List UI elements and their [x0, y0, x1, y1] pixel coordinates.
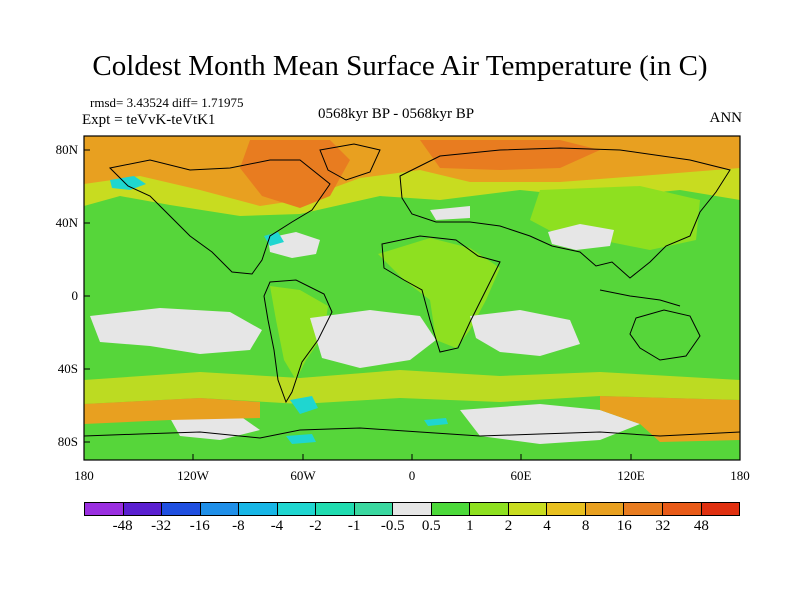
colorbar-swatch — [547, 503, 586, 515]
xtick-label: 120E — [617, 468, 645, 483]
southatlantic-neutral-region — [310, 310, 436, 368]
colorbar-swatch — [508, 503, 548, 515]
colorbar-label: -16 — [189, 518, 210, 534]
antarctic-cold-patch — [424, 418, 448, 426]
ytick-label: 40S — [57, 361, 78, 376]
colorbar-swatch — [701, 503, 740, 515]
xtick-label: 180 — [730, 468, 750, 483]
colorbar-label: -48 — [112, 518, 133, 534]
colorbar-label: -1 — [347, 518, 361, 534]
colorbar-label: 4 — [543, 518, 551, 534]
ytick-label: 80N — [55, 142, 78, 157]
colorbar — [84, 502, 740, 516]
xtick-label: 120W — [177, 468, 209, 483]
indianocean-neutral-region — [470, 310, 580, 356]
colorbar-swatch — [470, 503, 509, 515]
ytick-label: 40N — [55, 215, 78, 230]
colorbar-swatch — [431, 503, 471, 515]
antarctic-neutral-region-2 — [170, 416, 260, 440]
south-america-coast — [263, 279, 333, 404]
colorbar-swatch — [200, 503, 240, 515]
xtick-label: 60W — [290, 468, 316, 483]
southpacific-hot-region — [84, 398, 260, 424]
xtick-label: 180 — [74, 468, 94, 483]
colorbar-swatch — [277, 503, 317, 515]
rossea-cold-patch — [286, 434, 316, 444]
hudson-cold-patch — [264, 232, 284, 246]
colorbar-label: 1 — [466, 518, 474, 534]
colorbar-swatch — [162, 503, 201, 515]
alaska-cold-patch — [110, 176, 146, 190]
southernocean-warm-band — [84, 370, 740, 404]
colorbar-label: 0.5 — [421, 518, 441, 534]
colorbar-swatch — [354, 503, 394, 515]
colorbar-swatch — [393, 503, 432, 515]
patagonia-cold-patch — [290, 396, 318, 414]
colorbar-swatch — [662, 503, 702, 515]
colorbar-swatch — [85, 503, 124, 515]
season-text: ANN — [709, 110, 743, 126]
europe-neutral-region — [430, 206, 470, 220]
colorbar-label: -0.5 — [380, 518, 405, 534]
africa-warm-region — [378, 238, 500, 348]
colorbar-swatch — [316, 503, 355, 515]
north-america-coast — [108, 159, 331, 275]
greenland-coast — [319, 143, 381, 181]
experiment-text: Expt = teVvK-teVtK1 — [82, 112, 216, 128]
colorbar-swatch — [624, 503, 663, 515]
colorbar-swatch — [123, 503, 163, 515]
colorbar-label: -4 — [270, 518, 284, 534]
ytick-label: 0 — [71, 288, 79, 303]
siberia-neutral-region — [548, 224, 614, 250]
colorbar-label: 16 — [616, 518, 632, 534]
southpacific-neutral-region — [90, 308, 262, 354]
southamerica-warm-region — [270, 286, 328, 380]
colorbar-label: -32 — [151, 518, 172, 534]
eurasia-hot-region — [420, 140, 600, 170]
africa-coast — [381, 235, 501, 353]
plot-title: Coldest Month Mean Surface Air Temperatu… — [92, 50, 708, 82]
antarctica-hot-region — [600, 396, 740, 442]
australia-coast — [629, 309, 701, 361]
colorbar-label: 8 — [581, 518, 590, 534]
colorbar-swatch — [239, 503, 278, 515]
colorbar-label: 32 — [655, 518, 671, 534]
axis-ticks — [83, 149, 741, 460]
antarctic-neutral-region — [460, 404, 640, 444]
xtick-label: 0 — [408, 468, 416, 483]
antarctica-coast — [83, 427, 741, 439]
ytick-label: 80S — [57, 434, 78, 449]
colorbar-label: 2 — [504, 518, 513, 534]
colorbar-swatch — [585, 503, 625, 515]
eurasia-coast — [399, 147, 731, 279]
colorbar-label: -2 — [309, 518, 322, 534]
indonesia-coast — [599, 289, 681, 307]
colorbar-label: -8 — [232, 518, 245, 534]
stats-text: rmsd= 3.43524 diff= 1.71975 — [90, 95, 244, 110]
colorbar-label: 48 — [693, 518, 709, 534]
period-text: 0568kyr BP - 0568kyr BP — [318, 106, 475, 122]
xtick-label: 60E — [510, 468, 532, 483]
coastlines — [83, 143, 741, 439]
